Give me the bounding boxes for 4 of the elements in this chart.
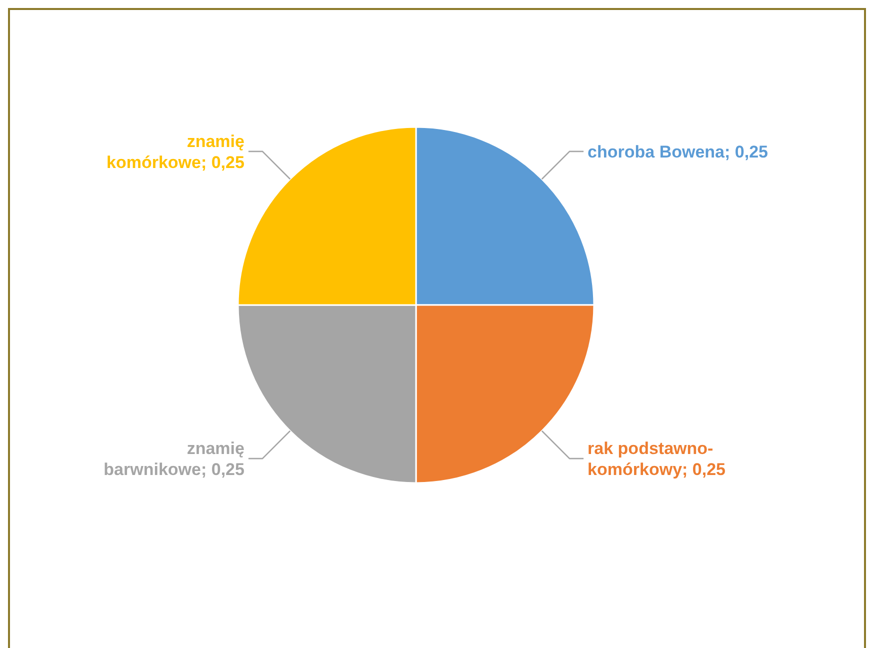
slice-label: rak podstawno-komórkowy; 0,25 [588, 439, 726, 480]
slice-label: znamię komórkowe; 0,25 [106, 132, 244, 172]
slice-label: znamię barwnikowe; 0,25 [104, 439, 244, 480]
slice-label: choroba Bowena; 0,25 [588, 142, 768, 162]
